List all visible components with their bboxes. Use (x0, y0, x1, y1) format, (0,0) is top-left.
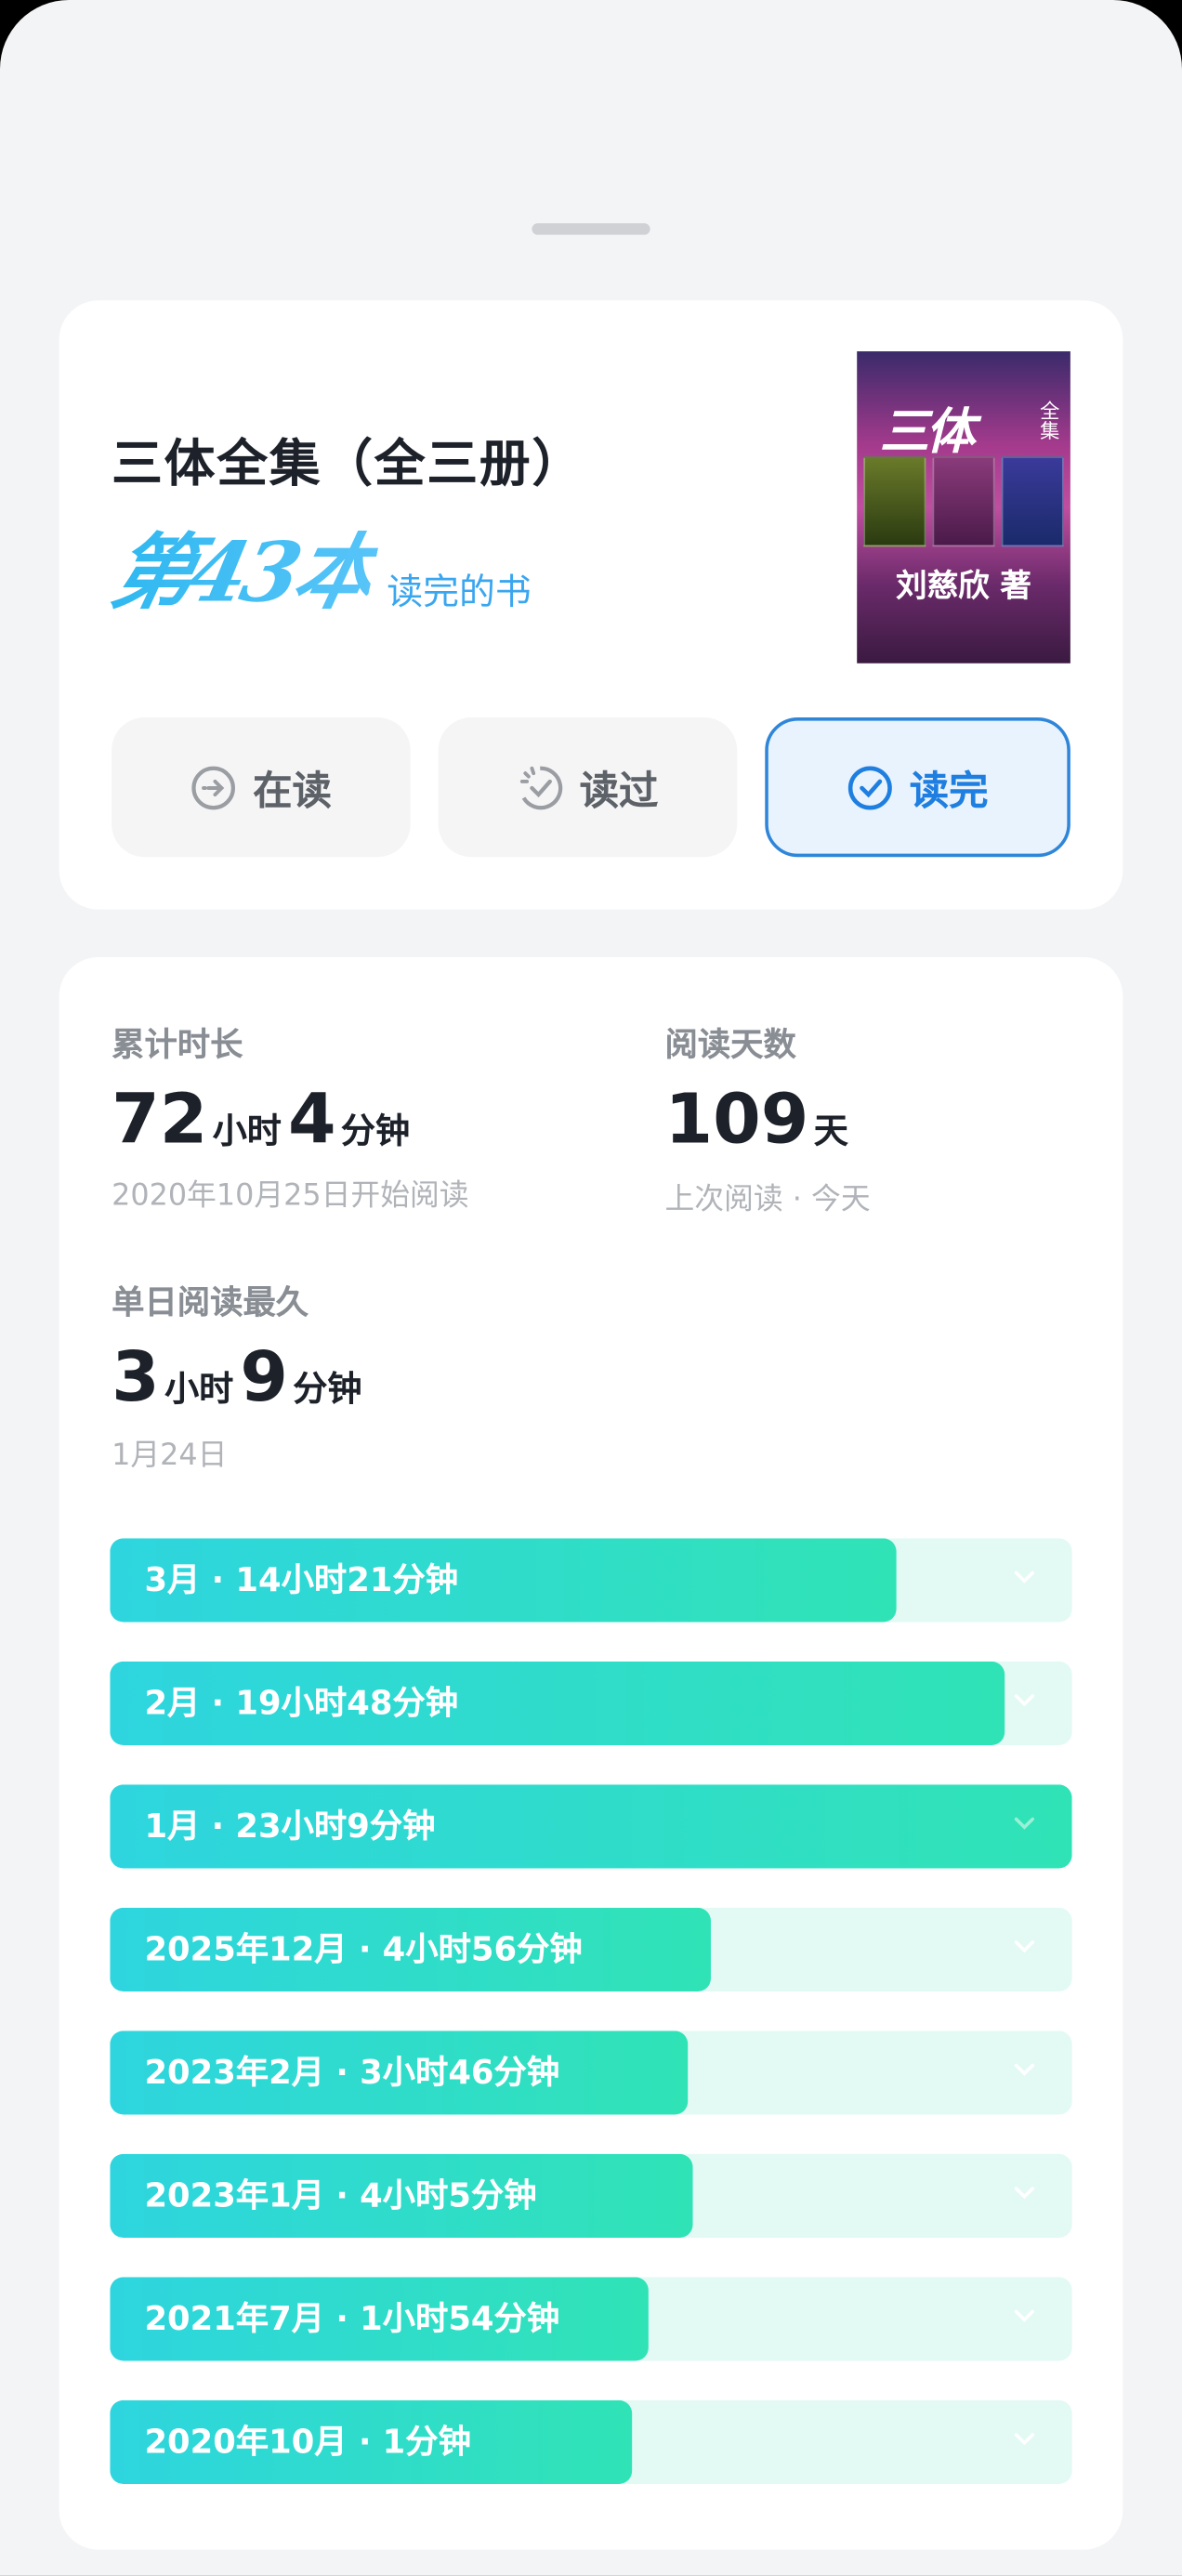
book-card: 三体全集（全三册） 第43本 读完的书 三体 全集 刘慈欣 著 在读 读过 (59, 300, 1123, 910)
reading-stats-card: 累计时长 72 小时 4 分钟 2020年10月25日开始阅读 阅读天数 109 天 … (59, 956, 1123, 2550)
chevron-down-icon[interactable] (1013, 2428, 1036, 2451)
month-label: 2月 · 19小时48分钟 (144, 1682, 459, 1723)
monthly-reading-list: 3月 · 14小时21分钟 2月 · 19小时48分钟 1月 · 23小时9分钟… (110, 1538, 1072, 2523)
month-progress-fill (110, 1538, 897, 1623)
chevron-down-icon[interactable] (1013, 2305, 1036, 2328)
month-label: 2023年1月 · 4小时5分钟 (144, 2175, 537, 2215)
status-read-button[interactable]: 读过 (438, 717, 738, 858)
arrow-right-circle-icon (191, 765, 235, 809)
month-progress-fill (110, 2277, 650, 2361)
sheet-drag-handle[interactable] (532, 223, 650, 235)
cover-series: 全集 (1037, 401, 1061, 440)
month-row[interactable]: 2023年1月 · 4小时5分钟 (110, 2153, 1072, 2238)
chevron-down-icon[interactable] (1013, 2058, 1036, 2082)
month-label: 2020年10月 · 1分钟 (144, 2421, 471, 2462)
month-row[interactable]: 2021年7月 · 1小时54分钟 (110, 2277, 1072, 2361)
month-label: 3月 · 14小时21分钟 (144, 1559, 459, 1599)
month-row[interactable]: 3月 · 14小时21分钟 (110, 1538, 1072, 1623)
total-time-value: 72 小时 4 分钟 (112, 1078, 411, 1160)
status-reading-label: 在读 (253, 768, 332, 815)
total-time-label: 累计时长 (112, 1024, 243, 1064)
longest-day-label: 单日阅读最久 (112, 1281, 309, 1322)
month-progress-fill (110, 1661, 1005, 1745)
month-row[interactable]: 2月 · 19小时48分钟 (110, 1661, 1072, 1745)
cover-volumes (863, 456, 1064, 547)
status-finished-label: 读完 (909, 768, 989, 815)
check-circle-icon (847, 765, 892, 809)
chevron-down-icon[interactable] (1013, 1566, 1036, 1589)
dashed-check-circle-icon (519, 765, 563, 809)
cover-author: 刘慈欣 著 (896, 568, 1032, 605)
month-progress-fill (110, 1784, 1072, 1869)
month-row[interactable]: 2023年2月 · 3小时46分钟 (110, 2031, 1072, 2115)
month-progress-fill (110, 2153, 692, 2238)
reading-days-label: 阅读天数 (664, 1024, 796, 1064)
chevron-down-icon[interactable] (1013, 1689, 1036, 1713)
status-read-label: 读过 (579, 768, 659, 815)
month-label: 1月 · 23小时9分钟 (144, 1806, 436, 1846)
cover-title: 三体 (879, 403, 975, 462)
chevron-down-icon[interactable] (1013, 1812, 1036, 1835)
rank-label: 读完的书 (387, 572, 532, 614)
reading-days-value: 109 天 (664, 1078, 848, 1160)
book-cover[interactable]: 三体 全集 刘慈欣 著 (857, 351, 1070, 664)
chevron-down-icon[interactable] (1013, 2182, 1036, 2205)
chevron-down-icon[interactable] (1013, 1936, 1036, 1959)
rank-number: 第43本 (102, 507, 386, 625)
book-title: 三体全集（全三册） (112, 435, 584, 494)
reading-status-buttons: 在读 读过 读完 (112, 717, 1070, 858)
last-read: 上次阅读 · 今天 (664, 1182, 871, 1217)
month-row[interactable]: 1月 · 23小时9分钟 (110, 1784, 1072, 1869)
month-row[interactable]: 2020年10月 · 1分钟 (110, 2399, 1072, 2484)
status-reading-button[interactable]: 在读 (112, 717, 411, 858)
status-finished-button[interactable]: 读完 (765, 717, 1070, 858)
longest-day-date: 1月24日 (112, 1438, 228, 1473)
month-progress-fill (110, 2031, 688, 2115)
month-row[interactable]: 2025年12月 · 4小时56分钟 (110, 1907, 1072, 1991)
month-progress-fill (110, 2399, 632, 2484)
longest-day-value: 3 小时 9 分钟 (112, 1336, 362, 1417)
month-label: 2021年7月 · 1小时54分钟 (144, 2298, 560, 2338)
month-progress-fill (110, 1907, 711, 1991)
month-label: 2025年12月 · 4小时56分钟 (144, 1928, 583, 1969)
finished-rank: 第43本 读完的书 (103, 507, 532, 625)
month-label: 2023年2月 · 3小时46分钟 (144, 2052, 560, 2092)
start-date: 2020年10月25日开始阅读 (112, 1178, 469, 1214)
